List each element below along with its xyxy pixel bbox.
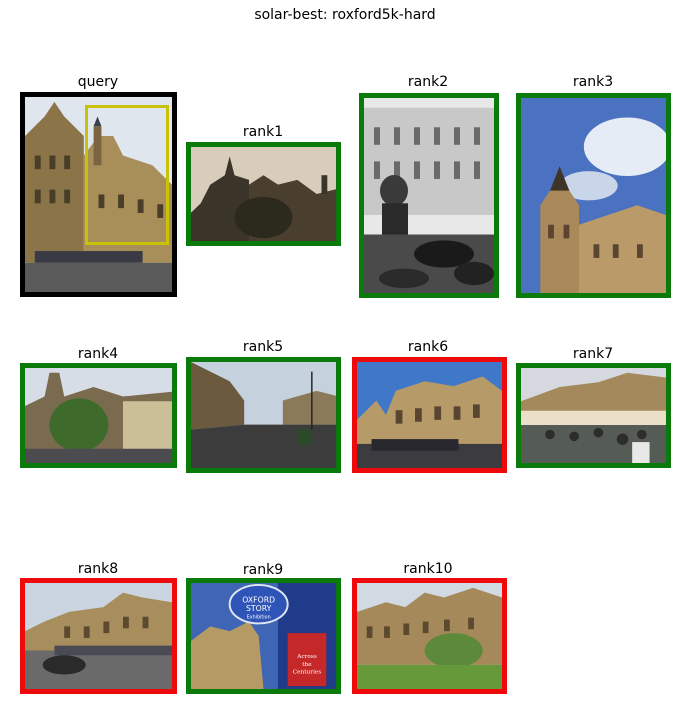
sign-text-line2: STORY — [246, 604, 272, 613]
rank10-label: rank10 — [403, 561, 453, 577]
rank9-label: rank9 — [242, 562, 284, 578]
sign-text-line1: OXFORD — [242, 595, 275, 604]
rank8-image — [20, 578, 177, 694]
card-text-line2: the — [302, 662, 312, 668]
rank6-label: rank6 — [407, 339, 449, 355]
rank7-image — [516, 363, 671, 468]
card-text-line3: Centuries — [293, 670, 322, 676]
rank1-label: rank1 — [242, 124, 284, 140]
rank9-image: OXFORD STORY Exhibition Across the Centu… — [186, 578, 341, 694]
rank2-label: rank2 — [407, 74, 449, 90]
rank10-image — [352, 578, 507, 694]
rank3-image — [516, 93, 671, 298]
query-roi-box — [85, 105, 169, 245]
sign-text-line3: Exhibition — [247, 615, 271, 621]
rank6-image — [352, 357, 507, 473]
card-text-line1: Across — [296, 654, 317, 660]
rank4-label: rank4 — [77, 346, 119, 362]
rank5-image — [186, 357, 341, 473]
figure-title: solar-best: roxford5k-hard — [254, 7, 436, 23]
rank7-label: rank7 — [572, 346, 614, 362]
query-label: query — [77, 74, 119, 90]
rank5-label: rank5 — [242, 339, 284, 355]
rank1-image — [186, 142, 341, 246]
rank8-label: rank8 — [77, 561, 119, 577]
rank3-label: rank3 — [572, 74, 614, 90]
rank2-image — [359, 93, 499, 298]
query-image — [20, 92, 177, 297]
rank4-image — [20, 363, 177, 468]
